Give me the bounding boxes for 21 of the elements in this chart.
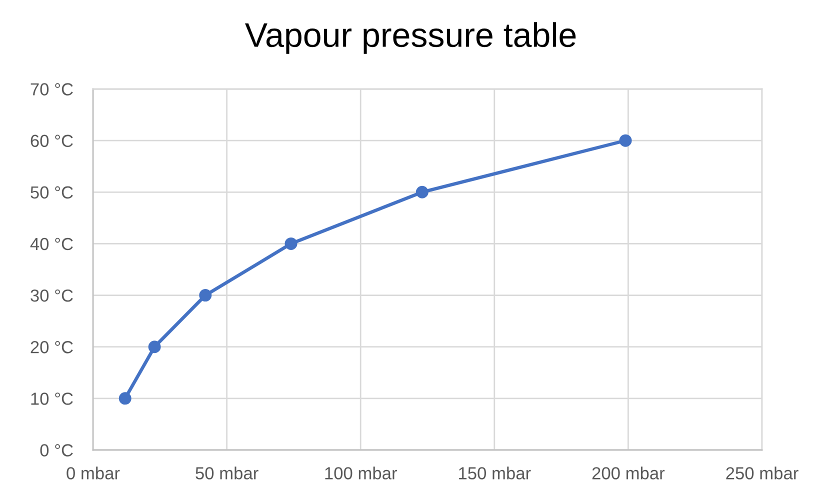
y-tick-label: 20 °C [30, 341, 73, 354]
point [199, 289, 212, 302]
y-tick-label: 30 °C [30, 289, 73, 302]
y-tick-label: 10 °C [31, 392, 73, 405]
point [416, 186, 428, 198]
point [284, 237, 298, 250]
point [619, 134, 632, 147]
x-tick-label: 200 mbar [592, 466, 665, 480]
y-tick-label: 70 °C [30, 83, 73, 96]
x-tick-label: 250 mbar [726, 466, 798, 480]
y-tick-label: 40 °C [30, 238, 73, 250]
chart-title: Vapour pressure table [244, 22, 576, 54]
x-tick-label: 100 mbar [325, 466, 397, 480]
point [148, 340, 161, 354]
point [118, 392, 132, 405]
y-tick-label: 50 °C [30, 186, 73, 199]
x-tick-label: 50 mbar [196, 466, 258, 480]
y-tick-label: 60 °C [30, 134, 73, 148]
y-tick-label: 0 °C [40, 444, 73, 456]
x-tick-label: 150 mbar [459, 466, 531, 480]
x-tick-label: 0 mbar [66, 466, 120, 480]
